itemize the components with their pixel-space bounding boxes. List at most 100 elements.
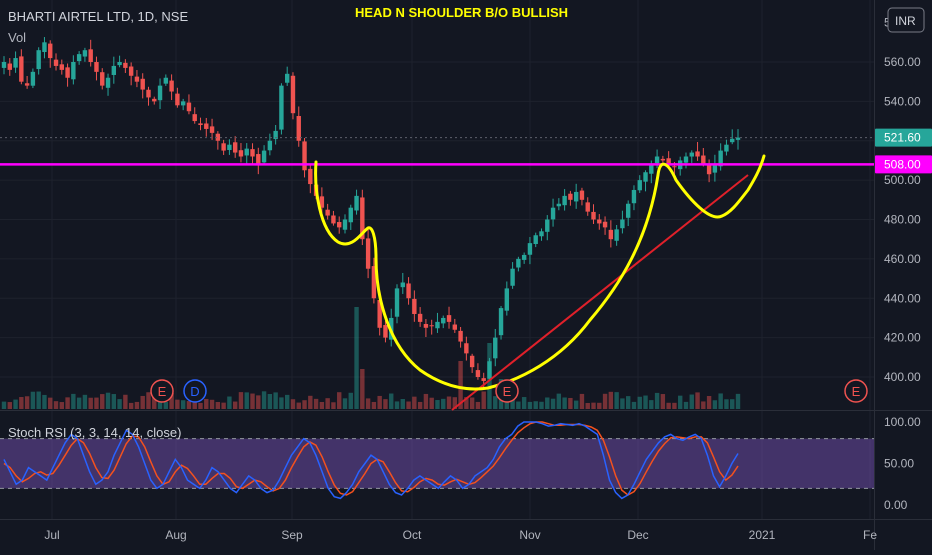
volume-bar (42, 394, 47, 409)
candle (695, 151, 700, 157)
event-marker-label: D (190, 384, 199, 399)
candle (227, 144, 232, 151)
volume-bar (614, 392, 619, 409)
candle (469, 355, 475, 368)
event-marker[interactable] (183, 379, 207, 403)
chart-annotation: HEAD N SHOULDER B/O BULLISH (355, 5, 568, 20)
volume-bar (128, 402, 134, 409)
stoch-rsi-axis: 100.00 50.00 0.00 (884, 415, 921, 512)
candle (400, 282, 405, 288)
candle (620, 219, 625, 229)
candle (296, 116, 301, 141)
candle (498, 308, 504, 336)
price-tick-label: 460.00 (884, 252, 921, 266)
candle (643, 172, 648, 182)
volume-bar (13, 399, 18, 409)
price-tick-label: 540.00 (884, 94, 921, 108)
candle (180, 101, 186, 106)
volume-bar (423, 393, 429, 409)
volume-bar (400, 398, 405, 409)
candle (521, 254, 527, 260)
candle (59, 64, 64, 70)
candle (625, 203, 631, 218)
candle (475, 370, 481, 377)
stoch-rsi-tick-label: 100.00 (884, 415, 921, 429)
candle (360, 197, 365, 240)
volume-bar (94, 397, 99, 409)
head-and-shoulders-pattern (314, 154, 766, 391)
candle (539, 231, 544, 237)
volume-bar (88, 397, 93, 409)
price-tick-label: 480.00 (884, 213, 921, 227)
candle (579, 190, 585, 200)
candle (383, 325, 388, 338)
candle (597, 219, 602, 224)
volume-bar (238, 392, 244, 409)
volume-bar (105, 392, 111, 409)
candle (232, 142, 238, 153)
candle (429, 325, 434, 327)
time-tick-label: Aug (165, 528, 186, 542)
volume-bar (325, 398, 330, 409)
price-tick-label: 440.00 (884, 291, 921, 305)
volume-bar (7, 402, 12, 409)
volume-bar (348, 392, 353, 409)
candle (660, 158, 666, 161)
event-marker-label: E (503, 384, 512, 399)
currency-label: INR (895, 14, 916, 28)
volume-bar (718, 393, 723, 409)
time-tick-label: Fe (863, 528, 877, 542)
candle (562, 195, 567, 206)
volume-bar (163, 402, 169, 409)
candle (36, 50, 41, 70)
volume-bar (290, 399, 296, 409)
candle (48, 43, 53, 59)
volume-bar (527, 401, 533, 409)
volume-bar (65, 397, 70, 409)
symbol-title: BHARTI AIRTEL LTD, 1D, NSE (8, 9, 188, 24)
candle (111, 65, 117, 75)
volume-bar (412, 396, 417, 409)
price-tick-label: 400.00 (884, 370, 921, 384)
level-badge (875, 155, 932, 174)
stoch-rsi-band (0, 438, 874, 489)
volume-bar (510, 394, 515, 409)
event-marker[interactable] (150, 379, 174, 403)
volume-bar (371, 401, 377, 409)
event-marker[interactable] (844, 379, 868, 403)
stoch-rsi-lines (3, 421, 739, 500)
volume-bar (331, 402, 336, 409)
volume-bar (30, 391, 36, 409)
candle (331, 215, 336, 224)
candle (186, 102, 192, 112)
volume-label: Vol (8, 30, 26, 45)
volume-bar (649, 400, 654, 409)
volume-bar (337, 392, 342, 409)
candle (13, 58, 18, 68)
volume-bar (76, 397, 82, 409)
volume-bar (221, 402, 226, 409)
volume-bar (180, 400, 186, 409)
candle (585, 202, 590, 212)
candle (348, 207, 353, 223)
pane-divider (0, 410, 932, 411)
candle (198, 123, 203, 125)
price-pane (0, 0, 874, 410)
currency-button[interactable] (887, 7, 925, 33)
event-marker[interactable] (495, 379, 519, 403)
candle (140, 78, 145, 90)
volume-bar (475, 401, 481, 409)
volume-bar (637, 396, 642, 409)
candle (175, 93, 180, 106)
stoch-rsi-tick-label: 0.00 (884, 498, 908, 512)
volume-bar (308, 395, 313, 409)
volume-bar (198, 402, 203, 409)
volume-bar (192, 398, 197, 409)
candle (82, 50, 88, 57)
candle (105, 77, 111, 88)
price-axis-divider (874, 0, 875, 550)
volume-bar (342, 398, 348, 409)
candle (192, 114, 197, 122)
volume-bar (383, 399, 388, 409)
